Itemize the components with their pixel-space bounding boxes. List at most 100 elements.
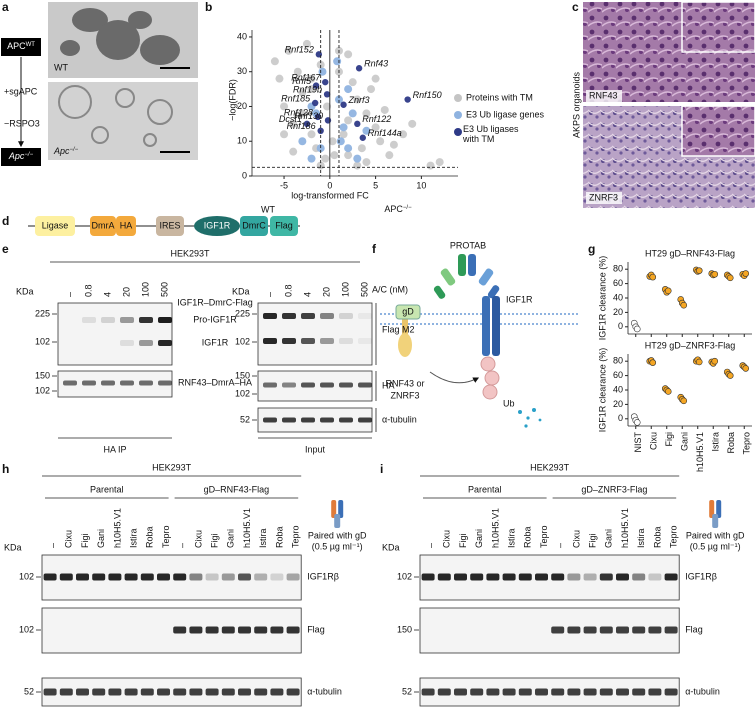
x-tick-label: 5	[373, 180, 378, 190]
panel-letter: f	[372, 242, 377, 256]
antibody-icon	[709, 500, 715, 518]
band	[599, 626, 613, 634]
point	[385, 151, 394, 160]
y-tick-label: 40	[613, 292, 623, 302]
lane-label: 4	[302, 292, 312, 297]
lane-label: Roba	[145, 526, 155, 548]
panel-letter: d	[2, 214, 9, 228]
band	[632, 626, 646, 634]
band	[108, 688, 122, 696]
point	[399, 130, 408, 139]
construct-label: DmrA	[92, 220, 115, 230]
y-axis-label: −log(FDR)	[227, 79, 237, 121]
band	[320, 417, 334, 423]
label-bg	[586, 192, 622, 204]
construct-label: HA	[120, 220, 133, 230]
point	[362, 126, 371, 135]
band	[43, 573, 57, 581]
point	[321, 154, 330, 163]
y-tick-label: 20	[613, 307, 623, 317]
band	[263, 338, 277, 344]
band	[263, 417, 277, 423]
band	[124, 688, 138, 696]
point	[344, 151, 353, 160]
panel-letter: g	[588, 242, 595, 256]
y-tick-label: 10	[237, 136, 247, 146]
band	[263, 313, 277, 319]
band	[286, 573, 300, 581]
point-label: Rnf186	[287, 121, 316, 131]
band	[189, 573, 203, 581]
band	[616, 688, 629, 696]
band	[189, 626, 203, 634]
point-label: Rnf150	[413, 90, 442, 100]
band	[648, 573, 662, 581]
point	[742, 270, 750, 277]
band	[101, 380, 115, 386]
point	[353, 161, 362, 170]
point	[344, 144, 353, 153]
y-tick-label: 60	[613, 370, 623, 380]
lane-label: Roba	[523, 526, 533, 548]
kda-label: KDa	[382, 542, 400, 552]
lane-label: –	[64, 292, 74, 297]
kda-label: KDa	[16, 286, 34, 296]
point	[307, 74, 316, 83]
flow-box	[1, 38, 41, 56]
point-label: Rnf167	[291, 73, 321, 83]
lane-label: Gani	[474, 529, 484, 548]
band	[205, 626, 219, 634]
band	[108, 573, 122, 581]
band	[502, 688, 516, 696]
point	[357, 144, 366, 153]
x-tick-label: Tepro	[742, 432, 752, 455]
point	[367, 85, 376, 94]
band	[120, 340, 134, 346]
band	[221, 626, 235, 634]
band	[282, 382, 296, 388]
ubiquitin-chain	[480, 356, 500, 400]
flow-label: APCWT	[7, 41, 35, 51]
band	[301, 382, 315, 388]
kda-marker: 102	[35, 385, 50, 395]
group-label: Parental	[468, 484, 502, 494]
lane-label: –	[555, 543, 565, 548]
kda-marker: 102	[19, 571, 34, 581]
point	[311, 99, 319, 107]
point	[359, 134, 366, 141]
construct-label: DmrC	[242, 220, 266, 230]
antibody-icon	[716, 500, 722, 518]
point	[353, 154, 362, 163]
point	[302, 39, 311, 48]
lane-label: Istira	[258, 528, 268, 548]
panel-letter: i	[380, 462, 383, 476]
point	[380, 105, 389, 114]
side-label: WT	[261, 204, 275, 214]
band	[282, 417, 296, 423]
x-tick-label: Istira	[711, 432, 721, 452]
point-label: Rnf144a	[368, 128, 402, 138]
point	[355, 65, 363, 72]
point-label: Rnf122	[362, 114, 391, 124]
band	[551, 688, 565, 696]
band	[599, 573, 613, 581]
flow-box	[1, 148, 41, 166]
band	[76, 573, 89, 581]
point	[293, 67, 302, 76]
x-tick-label: 10	[416, 180, 426, 190]
point	[344, 50, 353, 59]
band	[421, 573, 435, 581]
panel-letter: e	[2, 242, 9, 256]
band	[301, 338, 315, 344]
degradation-dots	[518, 408, 542, 428]
band	[205, 688, 219, 696]
point	[298, 109, 307, 118]
point	[336, 137, 345, 146]
band	[158, 340, 172, 346]
kda-marker: 102	[397, 571, 412, 581]
band	[551, 626, 565, 634]
lane-label: 100	[340, 282, 350, 297]
antibody-icon	[334, 514, 341, 528]
band	[470, 573, 484, 581]
